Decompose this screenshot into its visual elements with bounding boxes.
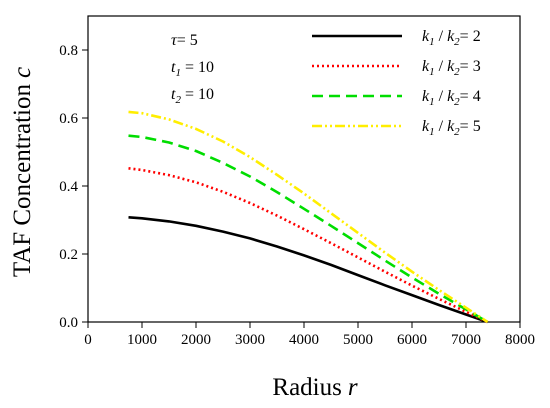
x-tick-label: 8000 xyxy=(505,332,535,348)
series-line-3 xyxy=(128,134,489,324)
x-tick-label: 4000 xyxy=(289,332,319,348)
x-axis-title: Radius r xyxy=(272,374,357,401)
parameter-annotation: t2 = 10 xyxy=(171,86,214,106)
plot-border xyxy=(87,15,521,323)
y-tick-label: 0.4 xyxy=(59,179,78,195)
x-tick-label: 0 xyxy=(84,332,92,348)
legend-label-1: k1 / k2= 2 xyxy=(422,28,481,48)
x-tick-label: 2000 xyxy=(181,332,211,348)
x-tick-label: 5000 xyxy=(343,332,373,348)
x-tick-label: 3000 xyxy=(235,332,265,348)
parameter-annotation: t1 = 10 xyxy=(171,59,214,79)
legend-label-4: k1 / k2= 5 xyxy=(422,118,481,138)
parameter-annotation: τ= 5 xyxy=(171,32,198,49)
y-tick-label: 0.2 xyxy=(59,247,78,263)
y-axis-title: TAF Concentrationc xyxy=(9,67,36,277)
x-tick-label: 1000 xyxy=(127,332,157,348)
x-tick-label: 6000 xyxy=(397,332,427,348)
y-tick-label: 0.6 xyxy=(59,111,78,127)
series-line-2 xyxy=(128,167,489,324)
legend-label-3: k1 / k2= 4 xyxy=(422,88,481,108)
plot-frame xyxy=(87,15,521,323)
series-line-4 xyxy=(128,110,489,324)
y-tick-label: 0.8 xyxy=(59,43,78,59)
x-tick-label: 7000 xyxy=(451,332,481,348)
y-tick-label: 0.0 xyxy=(59,315,78,331)
legend: k1 / k2= 2 k1 / k2= 3 k1 / k2= 4 k1 / k2= 5 xyxy=(312,28,481,138)
y-axis: 0.0 0.2 0.4 0.6 0.8 xyxy=(59,43,88,331)
annotations: τ= 5 t1 = 10 t2 = 10 xyxy=(171,32,214,106)
series-lines xyxy=(128,110,489,324)
x-axis: 0 1000 2000 3000 4000 5000 6000 7000 8000 xyxy=(84,322,535,348)
legend-label-2: k1 / k2= 3 xyxy=(422,58,481,78)
series-line-1 xyxy=(128,216,489,324)
